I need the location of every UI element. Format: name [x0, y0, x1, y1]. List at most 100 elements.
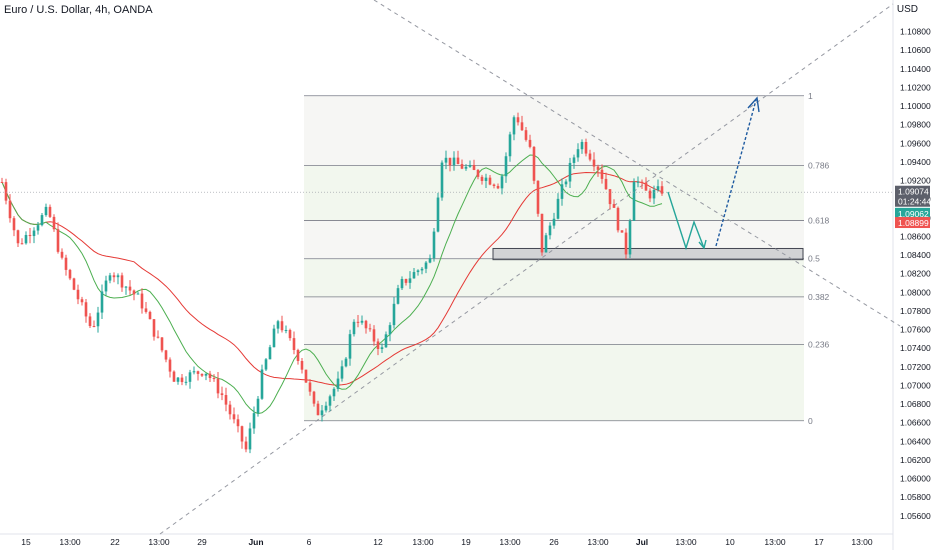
- fib-band: [304, 95, 804, 166]
- candle-body: [648, 190, 652, 199]
- candle-body: [588, 153, 592, 160]
- projection-arrow: [715, 99, 757, 247]
- candle-body: [192, 371, 196, 373]
- candle-body: [336, 378, 340, 389]
- countdown-tag: 01:24:44: [895, 195, 931, 207]
- candle-body: [600, 169, 604, 179]
- candle-body: [396, 288, 400, 304]
- candle-body: [280, 321, 284, 331]
- candle-body: [380, 347, 384, 350]
- candle-body: [264, 359, 268, 370]
- x-tick-label: 19: [461, 537, 471, 547]
- ma-slow-tag: 1.08899: [895, 217, 930, 229]
- fib-level-label: 0: [808, 416, 813, 426]
- candle-body: [108, 275, 112, 281]
- y-tick-label: 1.07000: [900, 380, 931, 390]
- candle-body: [48, 206, 52, 217]
- candle-body: [644, 182, 648, 191]
- candle-body: [272, 328, 276, 348]
- candle-body: [624, 232, 628, 255]
- candle-body: [616, 207, 620, 231]
- candle-body: [488, 177, 492, 185]
- candle-body: [496, 185, 500, 189]
- candle-body: [60, 251, 64, 258]
- candle-body: [188, 372, 192, 382]
- candle-body: [508, 134, 512, 157]
- candle-body: [208, 373, 212, 379]
- candle-body: [228, 404, 232, 415]
- x-tick-label: 26: [549, 537, 559, 547]
- candle-body: [532, 146, 536, 181]
- candle-body: [376, 341, 380, 350]
- y-tick-label: 1.05800: [900, 492, 931, 502]
- candle-body: [452, 157, 456, 166]
- descending-trendline: [373, 0, 901, 327]
- candle-body: [124, 286, 128, 288]
- candle-body: [352, 321, 356, 335]
- candle-body: [24, 234, 28, 244]
- candle-body: [576, 149, 580, 158]
- candle-body: [484, 177, 488, 181]
- y-tick-label: 1.07600: [900, 325, 931, 335]
- y-tick-label: 1.09200: [900, 176, 931, 186]
- candle-body: [76, 289, 80, 300]
- projection-zigzag: [667, 191, 705, 251]
- candle-body: [216, 378, 220, 394]
- y-tick-label: 1.10400: [900, 64, 931, 74]
- candle-body: [168, 359, 172, 372]
- candle-body: [436, 197, 440, 232]
- candle-body: [524, 130, 528, 140]
- chart-title: Euro / U.S. Dollar, 4h, OANDA: [4, 4, 153, 16]
- candle-body: [492, 184, 496, 186]
- y-tick-label: 1.08600: [900, 231, 931, 241]
- candle-body: [284, 329, 288, 331]
- y-tick-label: 1.06000: [900, 474, 931, 484]
- fib-band: [304, 258, 804, 297]
- candle-body: [560, 184, 564, 199]
- candle-body: [656, 186, 660, 190]
- candle-body: [236, 419, 240, 427]
- candle-body: [628, 220, 632, 255]
- candle-body: [408, 278, 412, 283]
- x-tick-label: 13:00: [587, 537, 609, 547]
- candle-body: [612, 204, 616, 208]
- candle-body: [564, 181, 568, 185]
- fib-band: [304, 344, 804, 421]
- candle-body: [120, 275, 124, 288]
- svg-text:1.09062: 1.09062: [898, 209, 929, 219]
- candle-body: [196, 371, 200, 374]
- fib-band: [304, 296, 804, 345]
- candle-body: [472, 164, 476, 170]
- candle-body: [4, 182, 8, 201]
- y-tick-label: 1.10000: [900, 101, 931, 111]
- y-tick-label: 1.08000: [900, 287, 931, 297]
- candle-body: [548, 225, 552, 236]
- candle-body: [348, 334, 352, 359]
- candle-body: [412, 272, 416, 279]
- candle-body: [44, 206, 48, 216]
- candle-body: [552, 218, 556, 226]
- candle-body: [556, 198, 560, 219]
- candle-body: [308, 382, 312, 392]
- candle-body: [592, 159, 596, 167]
- candle-body: [540, 213, 544, 253]
- candle-body: [620, 230, 624, 233]
- candle-body: [200, 373, 204, 376]
- y-tick-label: 1.05600: [900, 511, 931, 521]
- candle-body: [40, 215, 44, 226]
- x-tick-label: 13:00: [412, 537, 434, 547]
- y-tick-label: 1.06200: [900, 455, 931, 465]
- x-tick-label: 13:00: [675, 537, 697, 547]
- x-tick-label: 17: [814, 537, 824, 547]
- candle-body: [424, 262, 428, 269]
- candle-body: [252, 413, 256, 429]
- candle-body: [652, 189, 656, 199]
- candle-body: [368, 328, 372, 330]
- candle-body: [8, 200, 12, 219]
- candle-body: [172, 371, 176, 382]
- candle-body: [392, 303, 396, 326]
- candle-body: [244, 441, 248, 450]
- candle-body: [36, 225, 40, 231]
- y-tick-label: 1.09400: [900, 157, 931, 167]
